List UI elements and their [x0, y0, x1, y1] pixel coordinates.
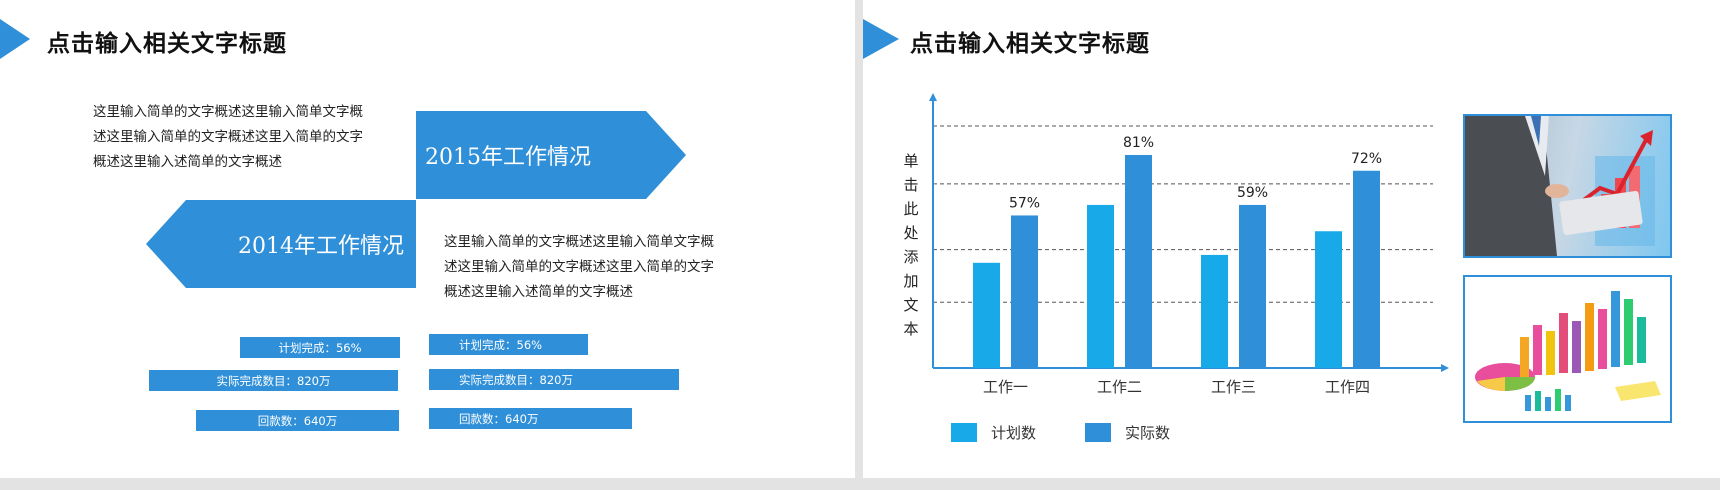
x-axis-arrow	[1441, 364, 1449, 372]
data-label: 57%	[1009, 195, 1040, 211]
title-accent-tab	[863, 19, 899, 59]
stat-2015-payment[interactable]: 回款数：640万	[429, 408, 632, 429]
stat-2014-payment[interactable]: 回款数：640万	[196, 410, 399, 431]
description-text-1[interactable]: 这里输入简单的文字概述这里输入简单文字概 述这里输入简单的文字概述这里入简单的文…	[93, 100, 363, 175]
x-tick-label: 工作二	[1097, 378, 1142, 396]
arrow-2015[interactable]: 2015年工作情况	[416, 111, 686, 199]
bar-plan	[1201, 254, 1228, 368]
y-axis-label-char: 加	[903, 272, 918, 290]
stat-2014-plan[interactable]: 计划完成：56%	[240, 337, 400, 358]
arrow-2015-label: 2015年工作情况	[425, 145, 591, 170]
text-line: 这里输入简单的文字概述这里输入简单文字概	[444, 234, 714, 250]
text-line: 述这里输入简单的文字概述这里入简单的文字	[93, 129, 363, 145]
businessman-tablet-icon	[1465, 116, 1655, 256]
y-axis-label-char: 添	[903, 248, 918, 266]
3d-bar-pie-chart-icon	[1475, 291, 1661, 411]
title-accent-tab	[0, 19, 30, 59]
y-axis-label-char: 文	[903, 296, 918, 314]
stat-2014-actual[interactable]: 实际完成数目：820万	[149, 370, 398, 391]
bar-plan	[973, 262, 1000, 368]
x-tick-label: 工作一	[983, 378, 1028, 396]
stat-2015-actual[interactable]: 实际完成数目：820万	[429, 369, 679, 390]
bar-actual	[1353, 170, 1380, 368]
image-3d-charts	[1463, 275, 1672, 423]
bar-actual	[1011, 215, 1038, 368]
data-label: 81%	[1123, 135, 1154, 151]
slide-title[interactable]: 点击输入相关文字标题	[910, 31, 1150, 57]
data-label: 59%	[1237, 185, 1268, 201]
x-tick-label: 工作四	[1325, 378, 1370, 396]
arrow-2014-label: 2014年工作情况	[238, 234, 404, 259]
arrow-2014[interactable]: 2014年工作情况	[146, 200, 416, 288]
legend-swatch	[1085, 423, 1111, 442]
bar-plan	[1315, 231, 1342, 368]
slide-title[interactable]: 点击输入相关文字标题	[47, 31, 287, 57]
text-line: 这里输入简单的文字概述这里输入简单文字概	[93, 104, 363, 120]
text-line: 概述这里输入述简单的文字概述	[93, 154, 282, 170]
y-axis-label-char: 本	[903, 320, 918, 338]
y-axis-arrow	[929, 93, 937, 101]
y-axis-label-char: 单	[903, 152, 918, 170]
description-text-2[interactable]: 这里输入简单的文字概述这里输入简单文字概 述这里输入简单的文字概述这里入简单的文…	[444, 230, 714, 305]
x-tick-label: 工作三	[1211, 378, 1256, 396]
legend-label: 实际数	[1125, 424, 1170, 442]
legend-swatch	[951, 423, 977, 442]
y-axis-label-char: 击	[903, 176, 918, 194]
photo-businessman-tablet	[1463, 114, 1672, 258]
y-axis-label-char: 此	[903, 200, 918, 218]
text-line: 述这里输入简单的文字概述这里入简单的文字	[444, 259, 714, 275]
bar-plan	[1087, 204, 1114, 368]
stat-2015-plan[interactable]: 计划完成：56%	[429, 334, 588, 355]
bar-actual	[1239, 204, 1266, 368]
y-axis-label-char: 处	[903, 224, 918, 242]
text-line: 概述这里输入述简单的文字概述	[444, 284, 633, 300]
data-label: 72%	[1351, 151, 1382, 167]
bar-actual	[1125, 154, 1152, 368]
right-slide: 点击输入相关文字标题 工作一 57% 工作二 81% 工作三 59% 工作四 72% 单击此处添…	[863, 0, 1720, 478]
left-slide: 点击输入相关文字标题 这里输入简单的文字概述这里输入简单文字概 述这里输入简单的…	[0, 0, 855, 478]
legend-label: 计划数	[991, 424, 1036, 442]
